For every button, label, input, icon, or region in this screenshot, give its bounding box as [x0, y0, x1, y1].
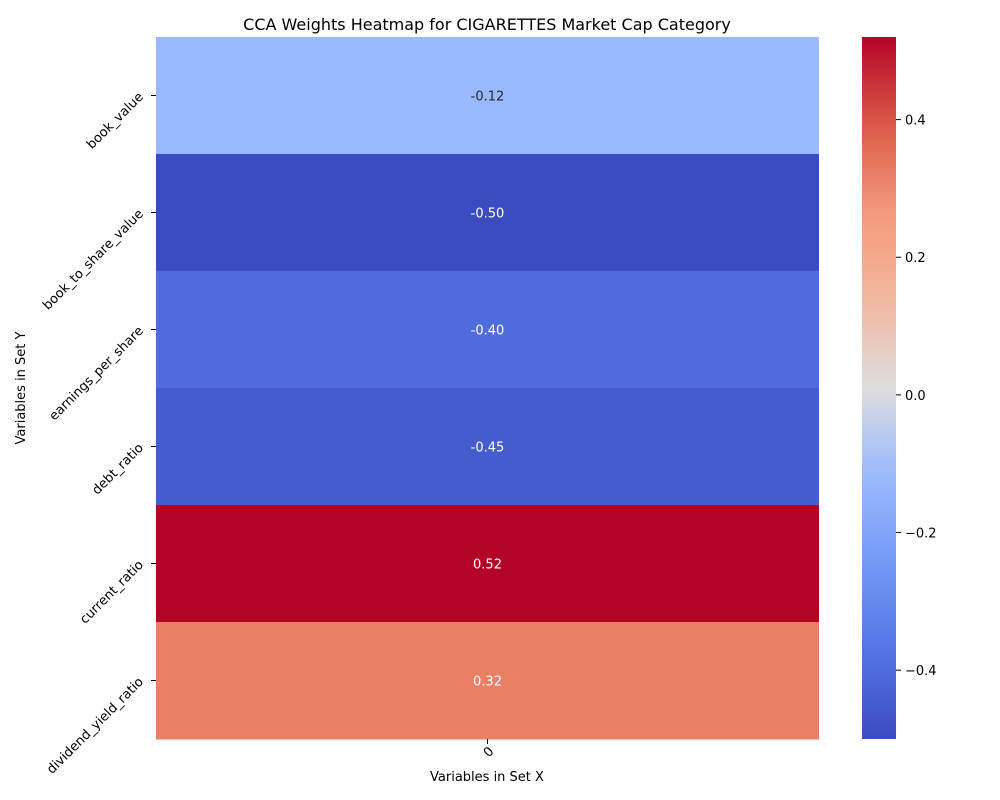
y-tick-label: debt_ratio	[89, 441, 146, 498]
y-tick-label: book_value	[84, 90, 147, 153]
chart-title: CCA Weights Heatmap for CIGARETTES Marke…	[243, 15, 731, 34]
colorbar-ticks: −0.4 −0.2 0.0 0.2 0.4	[896, 114, 937, 679]
y-tick-label: current_ratio	[77, 558, 147, 628]
x-axis-ticks: 0	[481, 739, 497, 761]
colorbar-tick-label: −0.2	[905, 527, 937, 542]
cell-value-label: -0.40	[471, 324, 505, 339]
heatmap-cell-debt_ratio	[156, 388, 819, 506]
cell-value-label: 0.52	[473, 558, 502, 573]
cell-value-label: 0.32	[473, 675, 502, 690]
y-tick-label: book_to_share_value	[40, 207, 147, 314]
heatmap-cells: -0.12 -0.50 -0.40 -0.45 0.52 0.32	[156, 37, 819, 740]
y-tick-label: earnings_per_share	[47, 324, 147, 424]
heatmap-cell-dividend_yield_ratio	[156, 622, 819, 740]
colorbar-tick-label: 0.0	[905, 389, 926, 404]
x-axis-label: Variables in Set X	[430, 770, 544, 785]
colorbar-tick-label: 0.4	[905, 114, 926, 129]
heatmap-cell-current_ratio	[156, 505, 819, 623]
cell-value-label: -0.45	[471, 441, 505, 456]
heatmap-cell-book_value	[156, 37, 819, 155]
heatmap-cell-earnings_per_share	[156, 271, 819, 389]
colorbar-tick-label: −0.4	[905, 664, 937, 679]
y-tick-label: dividend_yield_ratio	[44, 675, 147, 778]
y-axis-ticks: book_value book_to_share_valueearnings_pe…	[40, 90, 156, 778]
cell-value-label: -0.12	[471, 90, 505, 105]
colorbar-tick-label: 0.2	[905, 251, 926, 266]
y-axis-label: Variables in Set Y	[14, 331, 29, 444]
heatmap-cell-book_to_share_value	[156, 154, 819, 272]
colorbar	[862, 37, 896, 739]
x-tick-label: 0	[481, 744, 497, 760]
cell-value-label: -0.50	[471, 207, 505, 222]
